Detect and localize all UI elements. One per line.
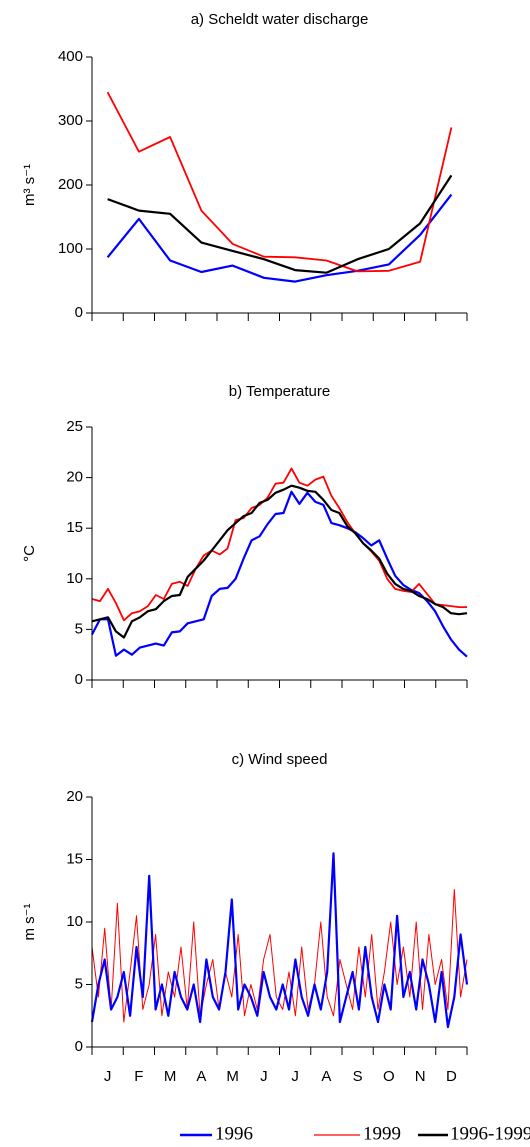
chart-title: a) Scheldt water discharge	[191, 11, 369, 28]
x-tick-label: F	[134, 1068, 143, 1085]
y-tick-label: 20	[66, 469, 83, 486]
x-tick-label: S	[353, 1068, 363, 1085]
data-line	[91, 889, 468, 1023]
y-axis-label: °C	[21, 545, 38, 562]
x-tick-label: J	[104, 1068, 112, 1085]
chart-title: c) Wind speed	[232, 751, 328, 768]
y-tick-label: 400	[58, 48, 83, 65]
y-tick-label: 0	[75, 671, 83, 688]
data-line	[91, 490, 468, 658]
y-tick-label: 5	[75, 975, 83, 992]
x-tick-label: M	[164, 1068, 177, 1085]
y-tick-label: 0	[75, 1038, 83, 1055]
y-tick-label: 200	[58, 176, 83, 193]
data-line	[91, 467, 467, 622]
chart-title: b) Temperature	[229, 383, 330, 400]
x-tick-label: J	[260, 1068, 268, 1085]
legend-label: 1996-1999	[450, 1123, 530, 1144]
data-line	[91, 484, 468, 639]
data-line	[107, 174, 453, 274]
y-tick-label: 5	[75, 620, 83, 637]
y-axis-label: m s⁻¹	[21, 903, 38, 940]
x-tick-label: J	[291, 1068, 299, 1085]
y-tick-label: 10	[66, 913, 83, 930]
x-tick-label: O	[383, 1068, 395, 1085]
x-tick-label: A	[196, 1068, 206, 1085]
y-tick-label: 300	[58, 112, 83, 129]
data-line	[106, 91, 453, 273]
y-tick-label: 25	[66, 418, 83, 435]
y-tick-label: 10	[66, 570, 83, 587]
data-line	[106, 193, 453, 283]
y-tick-label: 15	[66, 519, 83, 536]
y-tick-label: 20	[66, 788, 83, 805]
x-tick-label: N	[415, 1068, 426, 1085]
x-tick-label: M	[226, 1068, 239, 1085]
y-tick-label: 15	[66, 850, 83, 867]
x-tick-label: A	[321, 1068, 331, 1085]
legend-label: 1996	[215, 1123, 253, 1144]
legend-label: 1999	[363, 1123, 401, 1144]
y-tick-label: 0	[75, 304, 83, 321]
y-tick-label: 100	[58, 240, 83, 257]
x-tick-label: D	[446, 1068, 457, 1085]
data-line	[90, 852, 469, 1029]
y-axis-label: m³ s⁻¹	[21, 164, 38, 206]
